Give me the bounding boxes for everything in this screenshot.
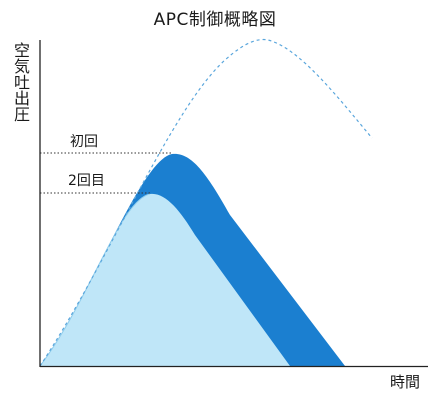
second-cycle-edge bbox=[39, 193, 151, 367]
dashed-theoretical-curve bbox=[39, 38, 373, 367]
first-cycle-label: 初回 bbox=[70, 134, 98, 150]
y-axis-label: 空気吐出圧 bbox=[11, 42, 30, 122]
second-cycle-label: 2回目 bbox=[68, 173, 105, 189]
diagram-title: APC制御概略図 bbox=[153, 10, 277, 30]
x-axis-label: 時間 bbox=[390, 373, 421, 391]
second-cycle-curve bbox=[40, 193, 290, 366]
